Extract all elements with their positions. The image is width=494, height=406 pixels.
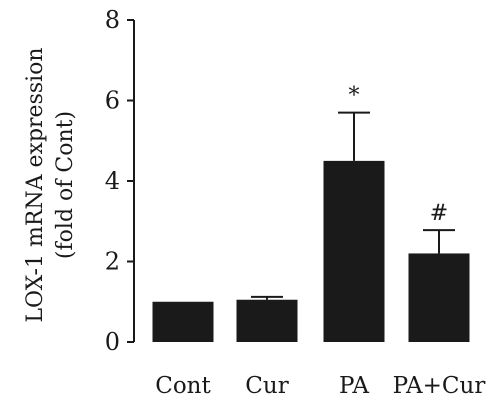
y-tick-label: 2 xyxy=(105,248,120,276)
x-tick-label: Cont xyxy=(155,373,211,399)
x-tick-label: PA+Cur xyxy=(393,373,486,399)
x-axis-labels: Cont Cur PA PA+Cur xyxy=(155,373,485,399)
y-axis-title-line1: LOX-1 mRNA expression xyxy=(23,47,48,322)
y-axis-title-line2: (fold of Cont) xyxy=(53,111,78,259)
y-tick-label: 8 xyxy=(105,6,120,34)
error-bars xyxy=(251,111,455,300)
y-tick-label: 4 xyxy=(105,167,120,195)
bar-cont xyxy=(152,301,214,342)
x-tick-label: Cur xyxy=(245,373,288,399)
bar-pa-cur xyxy=(408,253,470,342)
y-tick-label: 0 xyxy=(105,328,120,356)
y-axis-title: LOX-1 mRNA expression (fold of Cont) xyxy=(23,47,78,322)
y-axis: 0 2 4 6 8 xyxy=(105,6,135,356)
significance-markers: *# xyxy=(349,84,449,227)
x-tick-label: PA xyxy=(339,373,369,399)
y-tick-label: 6 xyxy=(105,87,120,115)
significance-marker: # xyxy=(430,201,448,226)
bar-pa xyxy=(323,160,385,342)
bar-cur xyxy=(236,299,298,342)
bars xyxy=(152,160,470,342)
significance-marker: * xyxy=(349,84,360,109)
